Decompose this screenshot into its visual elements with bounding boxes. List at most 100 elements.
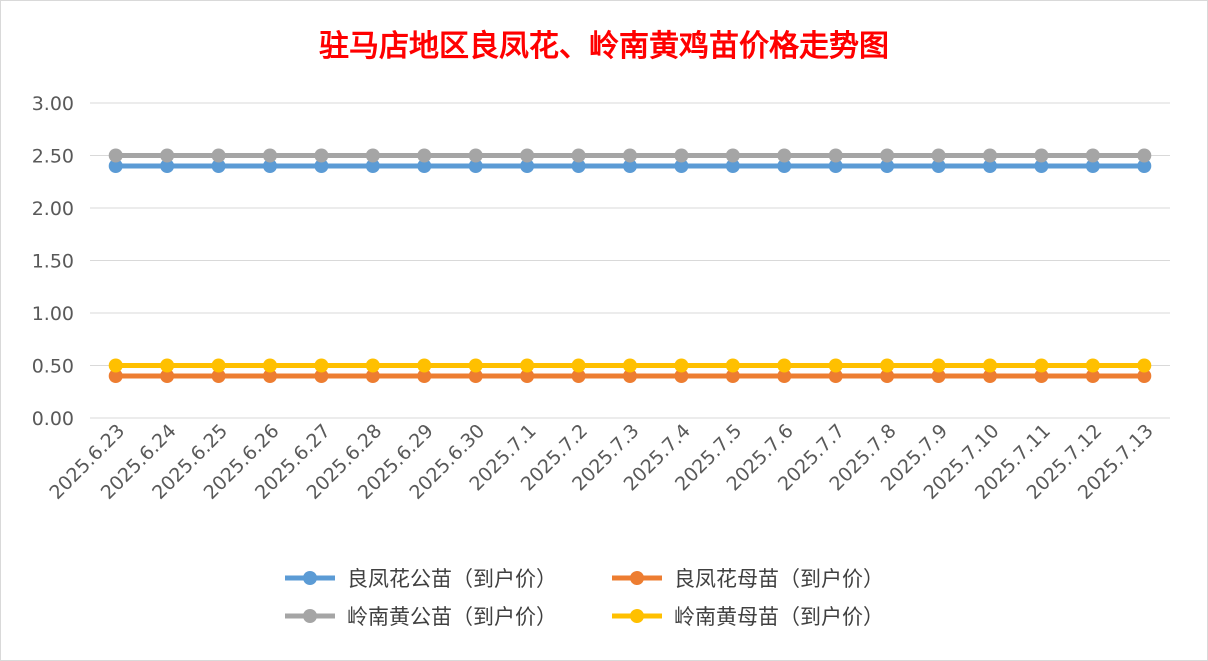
data-point bbox=[520, 369, 535, 383]
data-point bbox=[1034, 369, 1049, 383]
y-tick-label: 1.00 bbox=[32, 303, 74, 325]
data-point bbox=[983, 369, 997, 383]
data-point bbox=[674, 358, 689, 373]
legend-item: 良凤花母苗（到户价） bbox=[612, 567, 884, 591]
data-point bbox=[417, 358, 432, 373]
data-point bbox=[417, 159, 432, 173]
data-point bbox=[674, 148, 689, 163]
data-point bbox=[623, 159, 637, 173]
data-point bbox=[777, 369, 792, 383]
data-point bbox=[777, 148, 792, 163]
data-point bbox=[211, 148, 226, 163]
legend-item: 良凤花公苗（到户价） bbox=[285, 567, 557, 591]
data-point bbox=[1034, 358, 1049, 373]
data-point bbox=[674, 369, 689, 383]
data-point bbox=[160, 369, 175, 383]
data-point bbox=[1137, 159, 1152, 173]
y-axis-ticks: 0.00 0.50 1.00 1.50 2.00 2.50 3.00 bbox=[32, 93, 74, 430]
data-point bbox=[160, 159, 175, 173]
data-point bbox=[520, 148, 535, 163]
series-0 bbox=[108, 159, 1152, 173]
data-point bbox=[108, 358, 123, 373]
data-point bbox=[571, 159, 586, 173]
y-tick-label: 3.00 bbox=[32, 93, 74, 115]
data-point bbox=[211, 369, 226, 383]
data-point bbox=[880, 358, 895, 373]
data-point bbox=[931, 358, 946, 373]
data-point bbox=[623, 148, 637, 163]
data-point bbox=[828, 358, 843, 373]
data-point bbox=[828, 148, 843, 163]
legend-item: 岭南黄母苗（到户价） bbox=[612, 605, 884, 629]
data-point bbox=[828, 159, 843, 173]
data-point bbox=[263, 369, 277, 383]
legend-swatch-marker bbox=[630, 609, 644, 623]
legend-label: 岭南黄母苗（到户价） bbox=[674, 605, 884, 629]
data-point bbox=[725, 358, 740, 373]
data-point bbox=[623, 369, 637, 383]
series-lines bbox=[108, 148, 1152, 383]
data-point bbox=[1137, 369, 1152, 383]
data-point bbox=[1137, 358, 1152, 373]
data-point bbox=[880, 159, 895, 173]
legend: 良凤花公苗（到户价） 良凤花母苗（到户价） 岭南黄公苗（到户价） 岭南黄母苗（到户价） bbox=[285, 567, 884, 629]
data-point bbox=[623, 358, 637, 373]
legend-label: 岭南黄公苗（到户价） bbox=[347, 605, 557, 629]
data-point bbox=[468, 159, 483, 173]
data-point bbox=[160, 358, 175, 373]
data-point bbox=[571, 148, 586, 163]
y-tick-label: 0.50 bbox=[32, 356, 74, 378]
data-point bbox=[674, 159, 689, 173]
data-point bbox=[725, 159, 740, 173]
data-point bbox=[1085, 369, 1100, 383]
data-point bbox=[211, 159, 226, 173]
data-point bbox=[1085, 358, 1100, 373]
data-point bbox=[365, 369, 380, 383]
data-point bbox=[931, 159, 946, 173]
data-point bbox=[211, 358, 226, 373]
series-1 bbox=[108, 369, 1152, 383]
chart-title: 驻马店地区良凤花、岭南黄鸡苗价格走势图 bbox=[319, 29, 889, 64]
data-point bbox=[880, 148, 895, 163]
data-point bbox=[983, 159, 997, 173]
data-point bbox=[108, 148, 123, 163]
data-point bbox=[365, 159, 380, 173]
data-point bbox=[520, 358, 535, 373]
legend-item: 岭南黄公苗（到户价） bbox=[285, 605, 557, 629]
data-point bbox=[160, 148, 175, 163]
data-point bbox=[1034, 159, 1049, 173]
legend-swatch-marker bbox=[303, 609, 317, 623]
data-point bbox=[468, 369, 483, 383]
data-point bbox=[263, 148, 277, 163]
data-point bbox=[1137, 148, 1152, 163]
y-tick-label: 2.50 bbox=[32, 146, 74, 168]
data-point bbox=[468, 358, 483, 373]
legend-swatch-marker bbox=[303, 571, 317, 585]
data-point bbox=[828, 369, 843, 383]
data-point bbox=[571, 358, 586, 373]
data-point bbox=[365, 148, 380, 163]
data-point bbox=[520, 159, 535, 173]
data-point bbox=[880, 369, 895, 383]
series-2 bbox=[108, 148, 1152, 163]
data-point bbox=[108, 369, 123, 383]
y-tick-label: 1.50 bbox=[32, 251, 74, 273]
data-point bbox=[417, 148, 432, 163]
legend-label: 良凤花公苗（到户价） bbox=[347, 567, 557, 591]
data-point bbox=[983, 358, 997, 373]
data-point bbox=[983, 148, 997, 163]
data-point bbox=[314, 148, 329, 163]
data-point bbox=[468, 148, 483, 163]
data-point bbox=[263, 159, 277, 173]
data-point bbox=[725, 369, 740, 383]
data-point bbox=[1085, 148, 1100, 163]
series-3 bbox=[108, 358, 1152, 373]
data-point bbox=[1034, 148, 1049, 163]
legend-label: 良凤花母苗（到户价） bbox=[674, 567, 884, 591]
data-point bbox=[417, 369, 432, 383]
data-point bbox=[571, 369, 586, 383]
data-point bbox=[314, 358, 329, 373]
